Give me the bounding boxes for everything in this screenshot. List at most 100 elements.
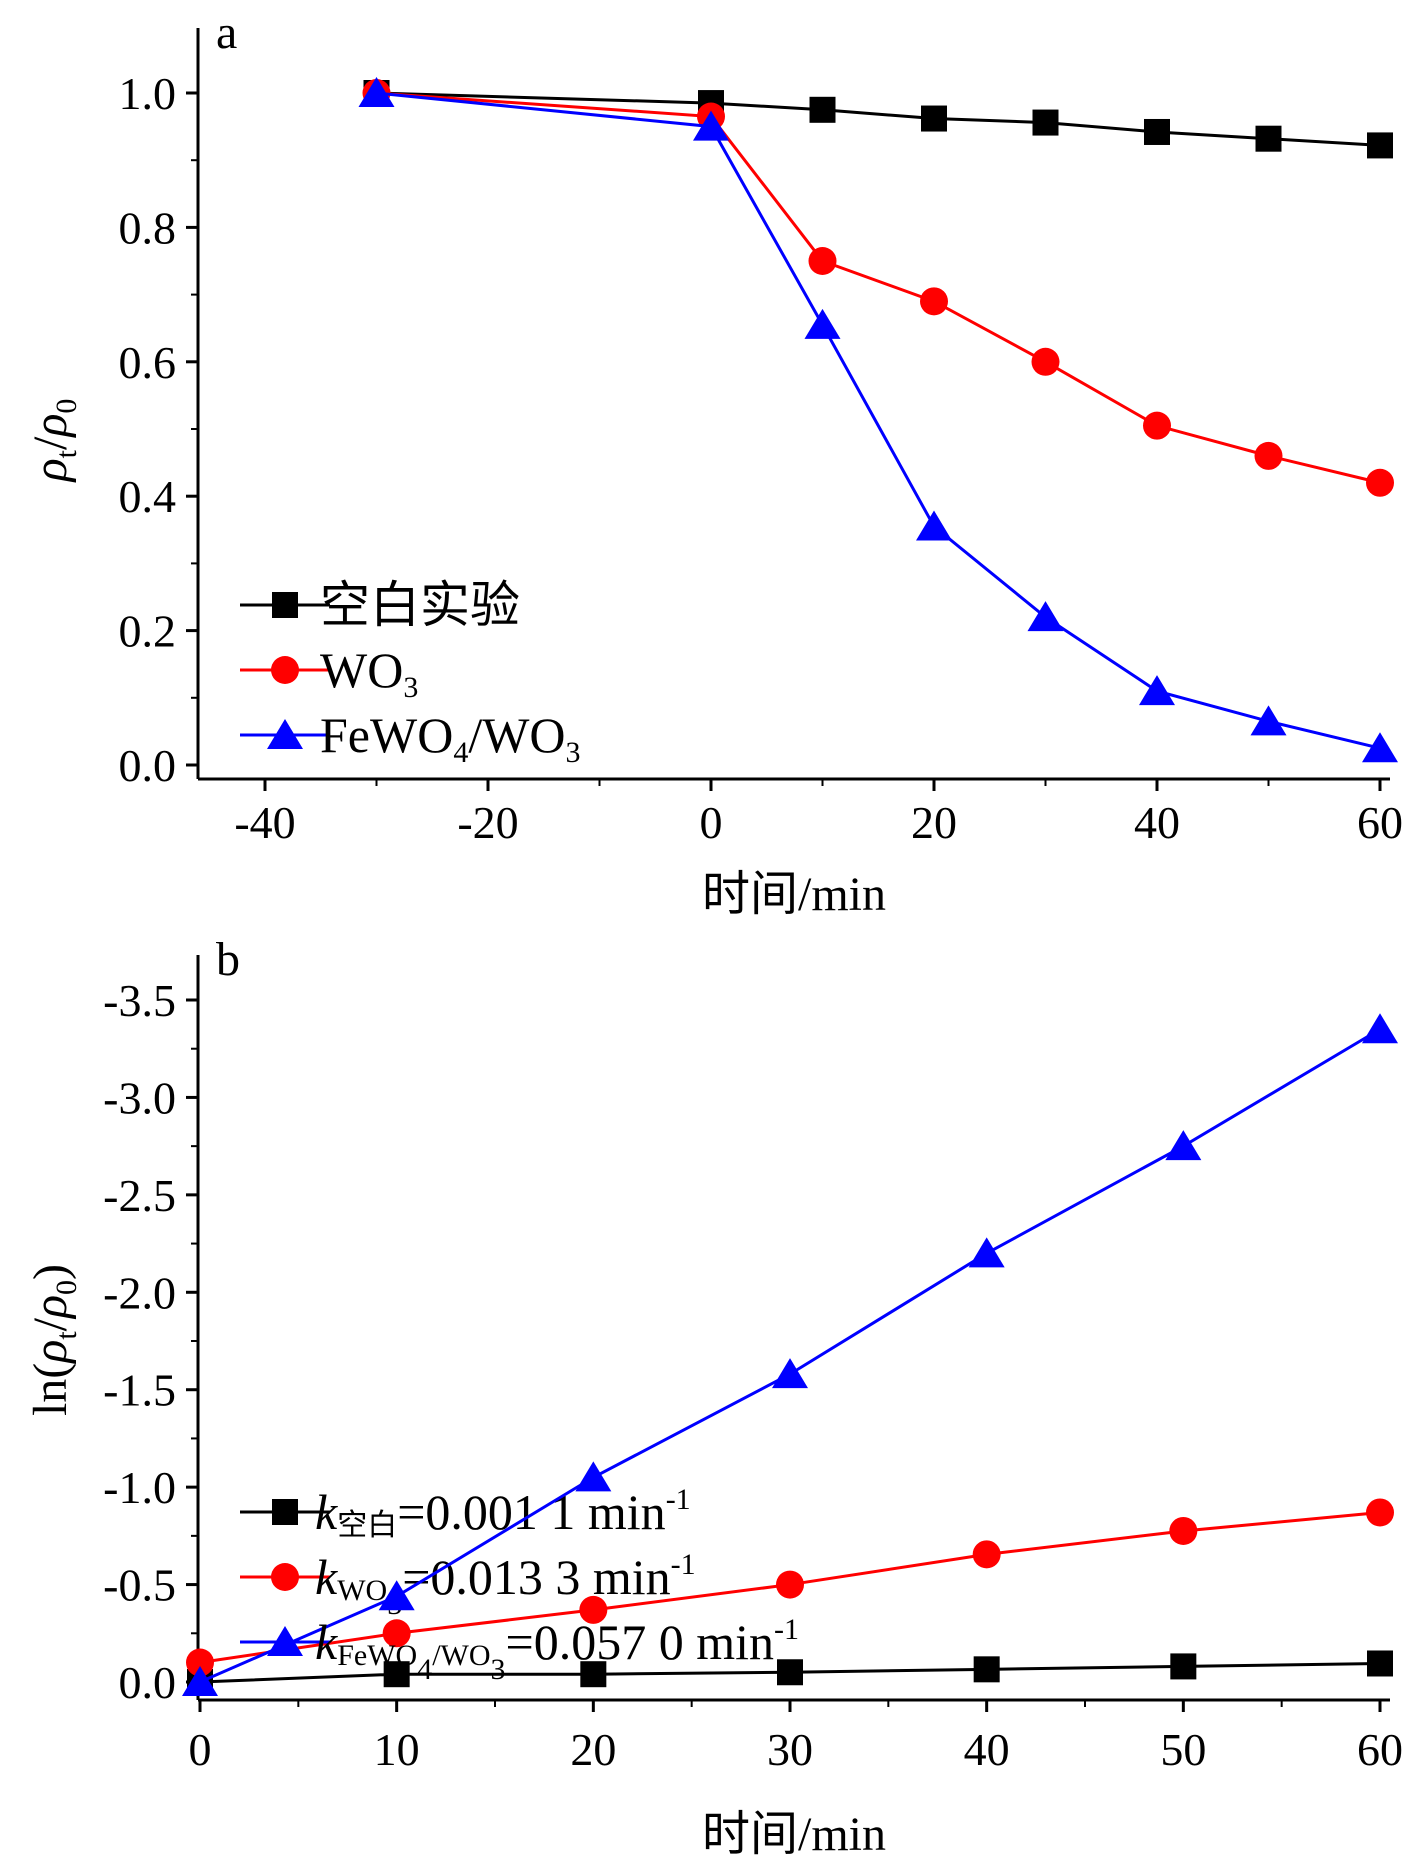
x-tick-label: -40	[234, 797, 295, 848]
data-point	[1366, 1498, 1394, 1527]
y-tick-label: -0.5	[103, 1560, 176, 1611]
data-point	[1032, 109, 1059, 136]
series-0	[363, 80, 1393, 159]
x-tick-label: 60	[1357, 1724, 1403, 1775]
data-point	[1169, 1516, 1198, 1545]
y-tick-label: -1.5	[103, 1365, 176, 1416]
series-1	[186, 1498, 1394, 1677]
x-tick-label: 30	[767, 1724, 813, 1775]
data-point	[1170, 1653, 1197, 1680]
data-point	[777, 1659, 803, 1686]
data-point	[809, 96, 836, 123]
series-line	[376, 91, 1381, 750]
y-tick-label: -2.0	[103, 1267, 176, 1318]
legend-marker	[271, 656, 299, 684]
data-point	[968, 1237, 1005, 1268]
legend-entry: k空白=0.001 1 min-1	[240, 1483, 691, 1542]
data-point	[378, 1580, 415, 1611]
x-tick-label: 40	[1134, 797, 1180, 848]
series-2	[182, 1013, 1398, 1696]
data-point	[1254, 441, 1283, 470]
x-tick-label: 60	[1357, 797, 1403, 848]
data-point	[920, 287, 948, 316]
x-tick-label: 40	[964, 1724, 1010, 1775]
data-point	[1144, 118, 1170, 145]
legend-label: kWO3=0.013 3 min-1	[315, 1548, 696, 1621]
y-tick-label: 0.0	[119, 1657, 177, 1708]
data-point	[1362, 1013, 1398, 1044]
data-point	[1366, 468, 1394, 497]
x-tick-label: 0	[189, 1724, 212, 1775]
data-point	[383, 1661, 410, 1688]
legend-marker	[267, 1626, 303, 1656]
y-tick-label: 0.4	[119, 471, 177, 522]
legend-marker	[267, 719, 303, 749]
x-tick-label: 50	[1160, 1724, 1206, 1775]
x-axis-label: 时间/min	[702, 868, 886, 921]
data-point	[1031, 347, 1060, 376]
data-point	[1367, 132, 1393, 159]
x-tick-label: 20	[570, 1724, 616, 1775]
legend-entry: kFeWO4/WO3=0.057 0 min-1	[240, 1613, 799, 1686]
data-point	[1143, 411, 1171, 440]
data-point	[973, 1656, 1000, 1683]
panel-letter: a	[216, 6, 237, 59]
data-point	[1255, 125, 1282, 152]
y-tick-label: 0.0	[119, 740, 177, 791]
legend-label: FeWO4/WO3	[320, 707, 581, 769]
y-axis-label: ρt/ρ0	[24, 399, 83, 484]
data-point	[972, 1540, 1001, 1569]
y-tick-label: -2.5	[103, 1170, 176, 1221]
data-point	[808, 247, 837, 275]
y-tick-label: -1.0	[103, 1462, 176, 1513]
legend-label: WO3	[320, 642, 418, 704]
data-point	[1250, 705, 1287, 736]
y-tick-label: 0.2	[119, 606, 177, 657]
legend-entry: kWO3=0.013 3 min-1	[240, 1548, 696, 1621]
data-point	[1027, 601, 1064, 632]
series-2	[358, 77, 1398, 763]
x-tick-label: 10	[374, 1724, 420, 1775]
legend-marker	[272, 592, 298, 618]
legend-label: 空白实验	[320, 577, 520, 633]
panel-letter: b	[216, 933, 240, 986]
data-point	[382, 1619, 411, 1648]
data-point	[1165, 1130, 1202, 1161]
data-point	[1362, 732, 1398, 763]
legend-entry: FeWO4/WO3	[240, 707, 581, 769]
panel-b: 0.0 -0.5 -1.0 -1.5 -2.0 -2.5 -3.0 -3.5 0 10 20 30 40…	[24, 933, 1403, 1861]
x-tick-label: -20	[457, 797, 518, 848]
y-tick-label: -3.5	[103, 975, 176, 1026]
y-axis-label: ln(ρt/ρ0)	[24, 1264, 83, 1416]
legend-entry: 空白实验	[240, 577, 520, 633]
legend-marker	[271, 1563, 299, 1591]
x-tick-label: 20	[911, 797, 957, 848]
legend-entry: WO3	[240, 642, 418, 704]
y-tick-label: 1.0	[119, 68, 177, 119]
data-point	[580, 1661, 607, 1688]
data-point	[776, 1570, 804, 1599]
data-point	[693, 110, 729, 141]
series-1	[362, 79, 1394, 497]
data-point	[916, 510, 952, 541]
data-point	[579, 1595, 608, 1624]
y-tick-label: 0.6	[119, 337, 177, 388]
series-line	[376, 91, 1381, 485]
data-point	[1367, 1650, 1393, 1677]
data-point	[921, 105, 947, 132]
data-point	[358, 77, 395, 107]
legend-marker	[272, 1499, 298, 1525]
series-line	[376, 91, 1381, 147]
x-tick-label: 0	[700, 797, 723, 848]
y-tick-label: -3.0	[103, 1072, 176, 1123]
data-point	[1139, 675, 1175, 706]
data-point	[804, 308, 841, 339]
y-tick-label: 0.8	[119, 202, 177, 253]
data-point	[186, 1648, 214, 1677]
data-point	[575, 1461, 612, 1492]
data-point	[182, 1666, 218, 1696]
legend-label: k空白=0.001 1 min-1	[315, 1483, 691, 1542]
panel-a: 0.0 0.2 0.4 0.6 0.8 1.0 -40 -20 0 20 40 60 a 时间/min ρt…	[24, 6, 1403, 921]
data-point	[772, 1358, 808, 1389]
